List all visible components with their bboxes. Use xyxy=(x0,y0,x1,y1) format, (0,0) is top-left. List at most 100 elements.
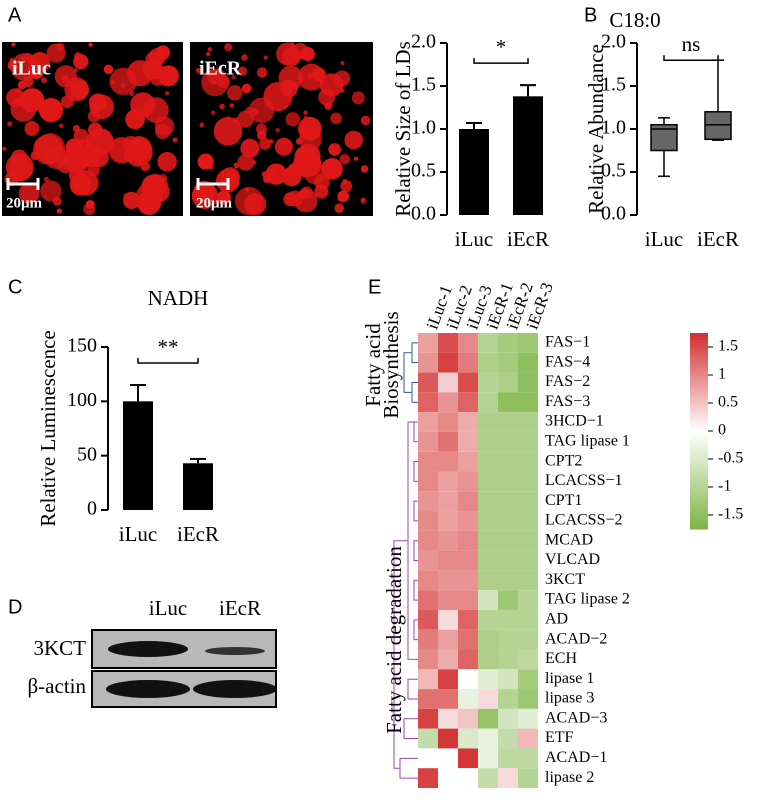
heat-cell xyxy=(518,392,538,413)
heat-cell xyxy=(458,392,478,413)
heat-cell xyxy=(518,451,538,472)
droplet xyxy=(85,128,114,156)
colorbar-step xyxy=(690,434,708,439)
heat-cell xyxy=(438,392,458,413)
droplet xyxy=(24,121,40,137)
panel-letter: D xyxy=(8,596,22,618)
dendrogram xyxy=(413,421,418,443)
colorbar-step xyxy=(690,515,708,520)
y-tick-label: 0.5 xyxy=(601,160,626,182)
y-tick-label: 1.5 xyxy=(411,74,436,96)
heat-cell xyxy=(458,609,478,630)
significance-label: ns xyxy=(682,32,701,56)
heat-cell xyxy=(438,708,458,729)
heat-cell xyxy=(418,511,438,531)
heat-cell xyxy=(458,649,478,670)
row-label: lipase 1 xyxy=(545,670,594,687)
heat-cell xyxy=(498,352,518,373)
droplet xyxy=(241,54,248,61)
colorbar-step xyxy=(690,372,708,376)
heat-cell xyxy=(418,471,438,492)
heat-cell xyxy=(518,372,538,393)
droplet xyxy=(109,67,137,96)
heat-cell xyxy=(418,570,438,591)
droplet xyxy=(276,42,299,66)
droplet xyxy=(199,122,205,128)
heat-cell xyxy=(518,728,538,749)
y-tick-label: 150 xyxy=(67,335,97,357)
significance-label: * xyxy=(496,35,507,59)
heat-cell xyxy=(478,689,498,709)
heat-cell xyxy=(458,728,478,749)
droplet xyxy=(73,68,79,73)
heat-cell xyxy=(438,431,458,452)
droplet xyxy=(9,57,14,62)
heat-cell xyxy=(518,491,538,512)
heat-cell xyxy=(458,352,478,373)
heat-cell xyxy=(498,629,518,650)
heat-cell xyxy=(498,748,518,769)
scale-bar xyxy=(196,178,230,190)
droplet xyxy=(64,77,89,102)
heat-cell xyxy=(498,412,518,432)
blot-row-label: 3KCT xyxy=(34,636,87,660)
droplet xyxy=(328,143,341,156)
droplet xyxy=(219,103,225,110)
y-tick-label: 100 xyxy=(67,389,97,411)
droplet xyxy=(216,190,231,205)
heat-cell xyxy=(418,748,438,769)
droplet xyxy=(248,97,275,123)
x-tick-label: iEcR xyxy=(177,522,219,546)
droplet xyxy=(278,65,304,91)
heat-cell xyxy=(518,550,538,571)
heat-cell xyxy=(518,471,538,492)
droplet xyxy=(205,51,211,57)
heat-cell xyxy=(498,708,518,729)
heat-cell xyxy=(458,431,478,452)
heat-cell xyxy=(458,451,478,472)
heat-cell xyxy=(518,649,538,670)
colorbar-step xyxy=(690,496,708,501)
heat-cell xyxy=(518,590,538,610)
colorbar-step xyxy=(690,457,708,461)
heat-cell xyxy=(418,392,438,413)
heat-cell xyxy=(478,768,498,788)
droplet xyxy=(339,154,351,165)
heat-cell xyxy=(498,669,518,690)
blot-band xyxy=(106,680,190,698)
row-label: VLCAD xyxy=(545,551,600,568)
heat-cell xyxy=(478,530,498,551)
chart-title: C18:0 xyxy=(609,8,660,32)
dendrogram xyxy=(411,342,418,364)
droplet xyxy=(330,112,342,125)
colorbar-label: -0.5 xyxy=(718,450,743,467)
heat-cell xyxy=(458,550,478,571)
droplet xyxy=(340,60,345,65)
droplet xyxy=(41,77,47,83)
heat-cell xyxy=(458,570,478,591)
colorbar-step xyxy=(690,395,708,399)
row-label: FAS−3 xyxy=(545,393,590,410)
droplet xyxy=(275,128,280,133)
heat-cell xyxy=(498,590,518,610)
colorbar-step xyxy=(690,424,708,429)
row-label: ACAD−1 xyxy=(545,749,607,766)
droplet xyxy=(18,182,40,204)
heat-cell xyxy=(478,451,498,472)
heat-cell xyxy=(438,491,458,512)
colorbar-step xyxy=(690,333,708,337)
colorbar-step xyxy=(690,401,708,406)
colorbar-step xyxy=(690,453,708,458)
droplet xyxy=(89,94,114,120)
droplet xyxy=(237,154,254,171)
heat-cell xyxy=(458,333,478,353)
droplet xyxy=(110,80,115,85)
heat-cell xyxy=(438,669,458,690)
droplet xyxy=(154,116,175,136)
heat-cell xyxy=(438,649,458,670)
x-tick-label: iEcR xyxy=(507,227,549,251)
colorbar-step xyxy=(690,352,708,357)
droplet xyxy=(337,190,350,203)
droplet xyxy=(38,98,64,123)
droplet xyxy=(340,88,345,93)
